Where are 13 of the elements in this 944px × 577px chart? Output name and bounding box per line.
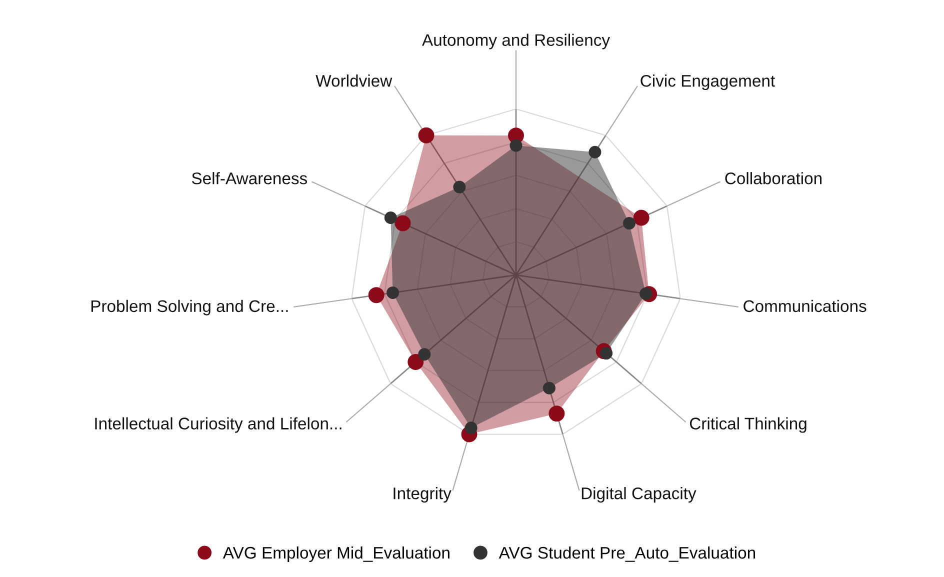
legend-label: AVG Student Pre_Auto_Evaluation <box>498 546 756 562</box>
spoke-label: Digital Capacity <box>582 487 696 503</box>
spoke-label: Critical Thinking <box>690 417 806 433</box>
spoke-label: Communications <box>744 300 866 312</box>
spoke-label: Integrity <box>394 487 452 503</box>
spoke-label: Problem Solving and Cre... <box>91 300 288 316</box>
legend-label: AVG Employer Mid_Evaluation <box>222 546 450 562</box>
spoke-label: Worldview <box>316 74 392 87</box>
spoke-label: Autonomy and Resiliency <box>422 34 610 50</box>
spoke-label: Self-Awareness <box>192 172 308 184</box>
spoke-label: Collaboration <box>725 172 822 184</box>
spoke-label: Intellectual Curiosity and Lifelon... <box>95 417 342 433</box>
spoke-label: Civic Engagement <box>640 74 775 90</box>
